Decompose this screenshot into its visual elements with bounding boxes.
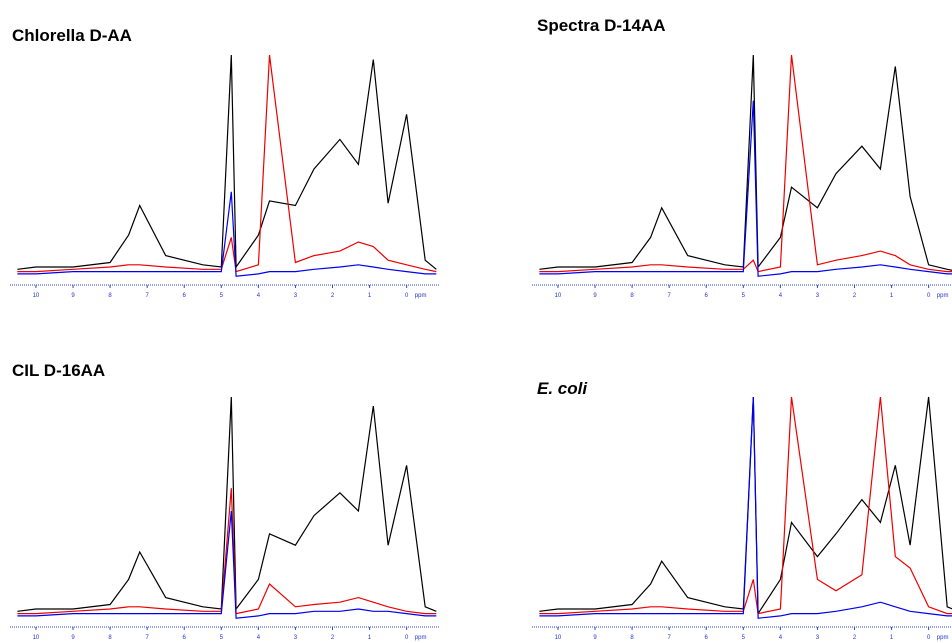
- spectrum-line: [539, 54, 952, 271]
- x-tick-label: 6: [183, 635, 187, 641]
- x-tick-label: 2: [331, 635, 335, 641]
- x-tick-label: 1: [890, 635, 894, 641]
- x-tick-label: 8: [630, 293, 634, 299]
- spectrum-line: [17, 54, 437, 273]
- x-tick-label: 6: [705, 293, 709, 299]
- spectrum-line: [17, 510, 437, 619]
- x-tick-label: 0: [405, 635, 409, 641]
- x-tick-label: 7: [667, 293, 671, 299]
- x-tick-label: 0: [927, 635, 931, 641]
- x-tick-label: 10: [33, 635, 40, 641]
- x-tick-label: 9: [593, 635, 597, 641]
- chart-title: E. coli: [537, 379, 588, 398]
- spectrum-line: [539, 54, 952, 273]
- x-tick-label: 0: [405, 293, 409, 299]
- chart-title: CIL D-16AA: [12, 361, 105, 380]
- x-axis-label: ppm: [937, 293, 949, 299]
- x-tick-label: 7: [145, 293, 149, 299]
- x-tick-label: 4: [257, 293, 261, 299]
- x-axis-label: ppm: [415, 293, 427, 299]
- spectrum-line: [539, 100, 952, 277]
- x-tick-label: 9: [71, 293, 75, 299]
- x-tick-label: 10: [555, 635, 562, 641]
- x-tick-label: 8: [108, 293, 112, 299]
- x-tick-label: 0: [927, 293, 931, 299]
- x-tick-label: 3: [294, 635, 298, 641]
- x-tick-label: 5: [742, 293, 746, 299]
- x-axis-label: ppm: [937, 635, 949, 641]
- x-tick-label: 1: [368, 635, 372, 641]
- spectrum-line: [539, 396, 952, 619]
- chart-title: Chlorella D-AA: [12, 26, 132, 45]
- x-tick-label: 5: [220, 635, 224, 641]
- x-tick-label: 5: [742, 635, 746, 641]
- x-tick-label: 3: [816, 635, 820, 641]
- x-tick-label: 3: [816, 293, 820, 299]
- x-tick-label: 2: [853, 635, 857, 641]
- spectrum-line: [539, 396, 952, 615]
- x-tick-label: 10: [33, 293, 40, 299]
- x-tick-label: 9: [71, 635, 75, 641]
- x-tick-label: 3: [294, 293, 298, 299]
- x-axis-label: ppm: [415, 635, 427, 641]
- x-tick-label: 6: [183, 293, 187, 299]
- x-tick-label: 1: [368, 293, 372, 299]
- x-tick-label: 6: [705, 635, 709, 641]
- x-tick-label: 2: [853, 293, 857, 299]
- x-tick-label: 10: [555, 293, 562, 299]
- x-tick-label: 4: [779, 635, 783, 641]
- x-tick-label: 8: [630, 635, 634, 641]
- x-tick-label: 5: [220, 293, 224, 299]
- x-tick-label: 4: [779, 293, 783, 299]
- spectrum-line: [17, 54, 437, 270]
- x-tick-label: 2: [331, 293, 335, 299]
- spectrum-line: [17, 396, 437, 612]
- spectrum-line: [539, 396, 952, 616]
- x-tick-label: 9: [593, 293, 597, 299]
- chart-title: Spectra D-14AA: [537, 16, 666, 35]
- x-tick-label: 7: [667, 635, 671, 641]
- x-tick-label: 8: [108, 635, 112, 641]
- spectrum-line: [17, 191, 437, 277]
- x-tick-label: 4: [257, 635, 261, 641]
- spectrum-line: [17, 488, 437, 615]
- x-tick-label: 1: [890, 293, 894, 299]
- x-tick-label: 7: [145, 635, 149, 641]
